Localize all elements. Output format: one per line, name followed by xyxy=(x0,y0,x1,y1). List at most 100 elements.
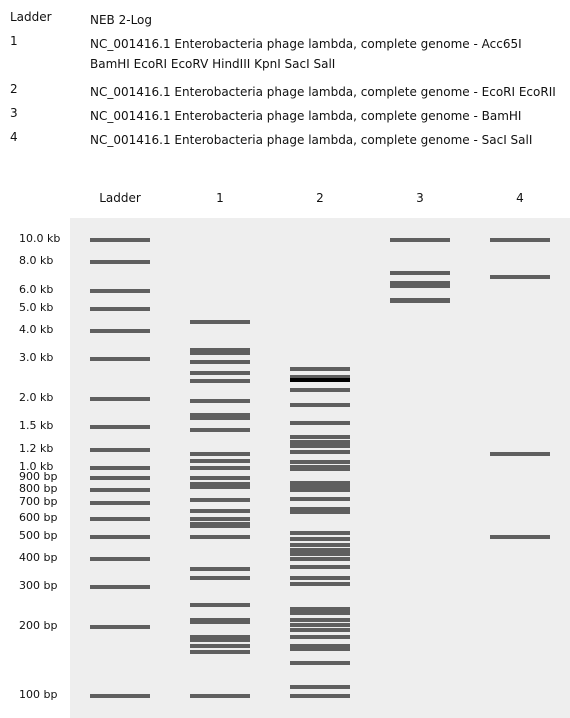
lane-3-band xyxy=(390,280,450,285)
lane-2-band xyxy=(290,510,350,515)
lane-1-band xyxy=(190,481,250,486)
ladder-size-label: 8.0 kb xyxy=(19,254,54,267)
ladder-band xyxy=(90,557,150,561)
legend-key: 1 xyxy=(10,34,18,48)
ladder-size-label: 10.0 kb xyxy=(19,232,61,245)
lane-2-band xyxy=(290,694,350,698)
ladder-size-label: 800 bp xyxy=(19,482,58,495)
ladder-band xyxy=(90,357,150,361)
legend-description: NC_001416.1 Enterobacteria phage lambda,… xyxy=(90,133,533,147)
lane-headers: Ladder 1 2 3 4 xyxy=(0,191,570,207)
ladder-size-label: 600 bp xyxy=(19,511,58,524)
legend-key: 3 xyxy=(10,106,18,120)
lane-2-band xyxy=(290,536,350,541)
lane-1-band xyxy=(190,415,250,420)
ladder-band xyxy=(90,476,150,480)
lane-1-band xyxy=(190,371,250,376)
ladder-size-label: 6.0 kb xyxy=(19,283,54,296)
ladder-band xyxy=(90,260,150,264)
ladder-band xyxy=(90,585,150,589)
lane-2-band xyxy=(290,684,350,689)
lane-2-band xyxy=(290,435,350,440)
lane-1-band xyxy=(190,575,250,580)
lane-2-band xyxy=(290,449,350,454)
lane-header: 1 xyxy=(216,191,224,205)
ladder-size-label: 4.0 kb xyxy=(19,323,54,336)
lane-3-band xyxy=(390,238,450,242)
lane-1-band xyxy=(190,644,250,649)
lane-2-band xyxy=(290,627,350,632)
lane-1-band xyxy=(190,452,250,457)
lane-header: Ladder xyxy=(99,191,141,205)
ladder-band xyxy=(90,466,150,470)
lane-1-band xyxy=(190,517,250,521)
lane-2-band xyxy=(290,421,350,426)
legend-key: 4 xyxy=(10,130,18,144)
lane-1-band xyxy=(190,498,250,503)
ladder-size-label: 400 bp xyxy=(19,551,58,564)
lane-1-band xyxy=(190,602,250,607)
ladder-band xyxy=(90,329,150,333)
ladder-band xyxy=(90,307,150,311)
lane-1-band xyxy=(190,476,250,480)
lane-1-band xyxy=(190,620,250,625)
ladder-size-label: 1.0 kb xyxy=(19,460,54,473)
lane-4-band xyxy=(490,238,550,242)
lane-2-band xyxy=(290,607,350,611)
lane-2-band xyxy=(290,460,350,465)
lane-2-band xyxy=(290,374,350,379)
ladder-band xyxy=(90,625,150,629)
lane-3-band xyxy=(390,270,450,275)
ladder-size-label: 3.0 kb xyxy=(19,351,54,364)
lane-2-band xyxy=(290,403,350,408)
lane-1-band xyxy=(190,567,250,572)
lane-1-band xyxy=(190,466,250,470)
lane-1-band xyxy=(190,428,250,433)
ladder-band xyxy=(90,517,150,521)
lane-2-band xyxy=(290,543,350,548)
legend-key: 2 xyxy=(10,82,18,96)
lane-2-band xyxy=(290,647,350,652)
lane-2-band xyxy=(290,378,350,383)
ladder-band xyxy=(90,488,150,492)
lane-2-band xyxy=(290,488,350,492)
lane-2-band xyxy=(290,622,350,627)
lane-2-band xyxy=(290,644,350,649)
ladder-size-label: 1.2 kb xyxy=(19,442,54,455)
ladder-size-label: 900 bp xyxy=(19,470,58,483)
legend-description: NC_001416.1 Enterobacteria phage lambda,… xyxy=(90,85,556,99)
ladder-band xyxy=(90,448,150,452)
ladder-size-label: 700 bp xyxy=(19,495,58,508)
ladder-band xyxy=(90,694,150,698)
legend-description: NC_001416.1 Enterobacteria phage lambda,… xyxy=(90,109,522,123)
ladder-size-label: 300 bp xyxy=(19,579,58,592)
lane-2-band xyxy=(290,611,350,616)
lane-2-band xyxy=(290,496,350,501)
lane-1-band xyxy=(190,535,250,539)
lane-1-band xyxy=(190,638,250,643)
ladder-size-label: 100 bp xyxy=(19,688,58,701)
lane-2-band xyxy=(290,557,350,561)
lane-1-band xyxy=(190,485,250,490)
lane-1-band xyxy=(190,508,250,513)
lane-2-band xyxy=(290,617,350,622)
ladder-size-label: 1.5 kb xyxy=(19,419,54,432)
ladder-band xyxy=(90,535,150,539)
legend-description: NC_001416.1 Enterobacteria phage lambda,… xyxy=(90,37,522,71)
lane-1-band xyxy=(190,412,250,417)
ladder-band xyxy=(90,501,150,505)
lane-1-band xyxy=(190,399,250,404)
lane-2-band xyxy=(290,581,350,586)
lane-2-band xyxy=(290,466,350,471)
lane-1-band xyxy=(190,347,250,352)
lane-3-band xyxy=(390,284,450,289)
lane-1-band xyxy=(190,617,250,622)
ladder-size-label: 5.0 kb xyxy=(19,301,54,314)
lane-4-band xyxy=(490,535,550,539)
lane-1-band xyxy=(190,694,250,698)
lane-header: 3 xyxy=(416,191,424,205)
lane-2-band xyxy=(290,531,350,536)
lane-2-band xyxy=(290,564,350,569)
lane-2-band xyxy=(290,484,350,489)
